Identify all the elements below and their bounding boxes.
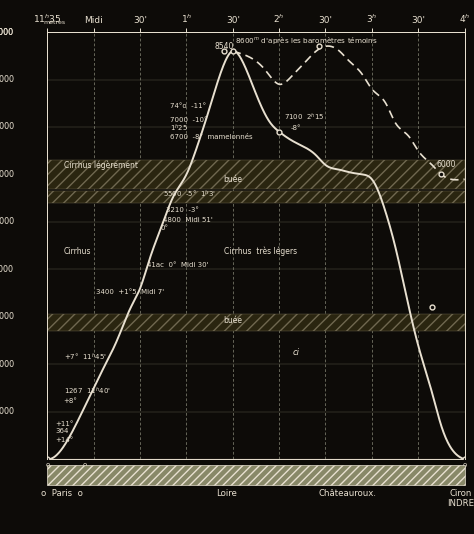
Text: 5500  -5°  1$^h$3': 5500 -5° 1$^h$3': [163, 189, 216, 200]
Text: 2000: 2000: [0, 360, 14, 369]
Text: 74°o  -11°: 74°o -11°: [170, 103, 206, 108]
Text: 6000: 6000: [0, 170, 14, 179]
Text: +14°: +14°: [56, 437, 74, 443]
Text: o: o: [82, 462, 87, 468]
Text: 3400  +1°5  Midi 7': 3400 +1°5 Midi 7': [96, 289, 164, 295]
Bar: [47, 191, 465, 203]
Bar: [47, 315, 465, 331]
Text: mètres: mètres: [43, 20, 65, 25]
Text: +7°  11$^h$45': +7° 11$^h$45': [64, 351, 106, 363]
Text: ci: ci: [293, 348, 300, 357]
Text: 1000: 1000: [0, 407, 14, 417]
Text: -8°: -8°: [291, 125, 301, 131]
Text: Ciron
INDRE: Ciron INDRE: [447, 489, 474, 508]
Text: 7100  2$^h$15: 7100 2$^h$15: [284, 112, 324, 123]
Text: 4000: 4000: [0, 265, 14, 274]
Text: 3210  -3°: 3210 -3°: [165, 207, 199, 213]
Text: 6000: 6000: [437, 160, 456, 169]
Text: o: o: [463, 462, 466, 468]
Text: Cirrhus légèrement: Cirrhus légèrement: [64, 160, 137, 170]
Text: 7000: 7000: [0, 122, 14, 131]
Text: +11°: +11°: [56, 421, 74, 427]
Text: 9000: 9000: [0, 28, 14, 36]
Text: Cirrhus: Cirrhus: [64, 247, 91, 256]
Text: 41ac  0°  Midi 30': 41ac 0° Midi 30': [147, 262, 209, 268]
Text: buée: buée: [224, 316, 243, 325]
Text: +8°: +8°: [64, 398, 77, 404]
Text: 5000: 5000: [0, 217, 14, 226]
Text: Loire: Loire: [216, 489, 237, 498]
Bar: [47, 191, 465, 203]
Text: Châteauroux.: Châteauroux.: [319, 489, 377, 498]
Text: 4800  Midi 51': 4800 Midi 51': [163, 216, 213, 223]
Text: 1267  11$^h$40': 1267 11$^h$40': [64, 386, 110, 397]
Text: 9000: 9000: [0, 28, 14, 36]
Text: 0°: 0°: [161, 225, 169, 231]
Text: o  Paris  o: o Paris o: [41, 489, 82, 498]
Text: 364: 364: [56, 428, 69, 434]
Bar: [47, 160, 465, 189]
Bar: [47, 315, 465, 331]
Text: buée: buée: [224, 175, 243, 184]
Text: 1$^h$25: 1$^h$25: [170, 123, 188, 134]
Text: o: o: [46, 462, 49, 468]
Text: 7000  -10°: 7000 -10°: [170, 117, 208, 123]
Text: 8600$^m$ d'après les baromètres témoins: 8600$^m$ d'après les baromètres témoins: [235, 35, 378, 46]
Bar: [47, 160, 465, 189]
Text: 8540: 8540: [214, 42, 234, 51]
Text: 8000: 8000: [0, 75, 14, 84]
Text: Cirrhus  très légers: Cirrhus très légers: [224, 247, 297, 256]
Text: 3000: 3000: [0, 312, 14, 321]
Text: 6700  -8°  mamelonnés: 6700 -8° mamelonnés: [170, 135, 253, 140]
